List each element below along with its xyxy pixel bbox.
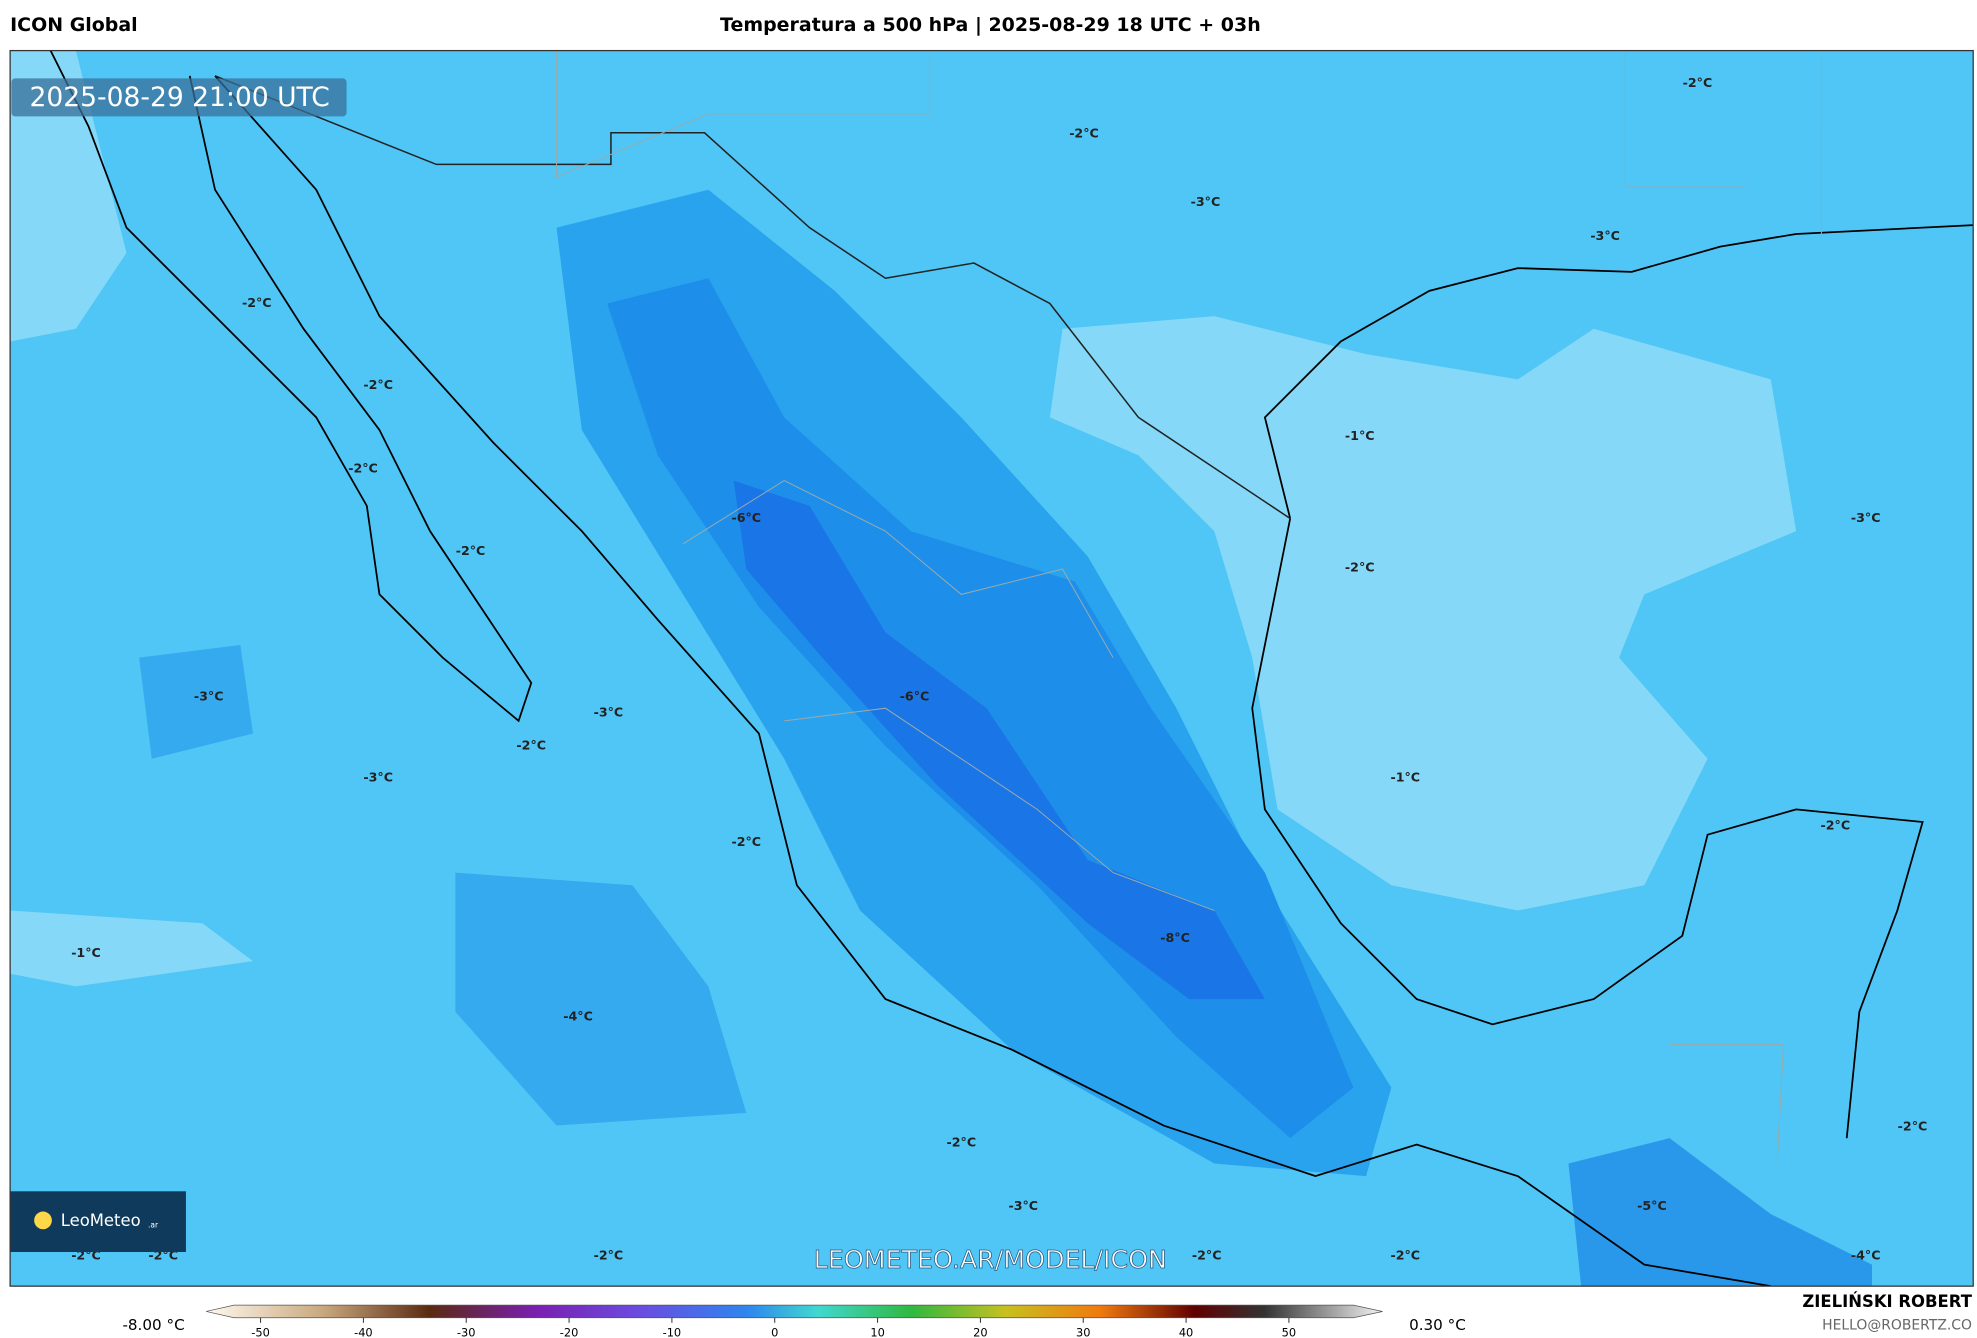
- contour-label: -1°C: [71, 945, 101, 960]
- colorbar: [206, 1304, 1383, 1319]
- map: -2°C -2°C -3°C -3°C -2°C -2°C -2°C -1°C -3°C -6°C…: [10, 50, 1974, 1287]
- colorbar-tick-label: 10: [870, 1325, 884, 1338]
- colorbar-tick-label: -50: [251, 1325, 270, 1338]
- author: ZIELIŃSKI ROBERT: [1802, 1292, 1972, 1311]
- coldest-band: [733, 480, 1265, 1000]
- timestamp-box: [11, 78, 347, 117]
- light-region: [10, 910, 253, 987]
- contour-label: -2°C: [1069, 126, 1099, 141]
- contour-label: -4°C: [1851, 1247, 1881, 1262]
- contour-label: -2°C: [456, 543, 486, 558]
- contour-label: -2°C: [594, 1247, 624, 1262]
- logo-sun: [34, 1211, 52, 1230]
- email: HELLO@ROBERTZ.CO: [1822, 1317, 1972, 1333]
- contour-label: -3°C: [1851, 510, 1881, 525]
- colorbar-min: -8.00 °C: [122, 1316, 184, 1334]
- cool-region: [139, 644, 253, 759]
- contour-label: -8°C: [1160, 930, 1190, 945]
- watermark: LEOMETEO.AR/MODEL/ICON: [814, 1245, 1167, 1274]
- contour-label: -3°C: [1191, 194, 1221, 209]
- coastline: [49, 50, 533, 723]
- colorbar-tick-label: 20: [973, 1325, 987, 1338]
- contour-label: -2°C: [1821, 817, 1851, 832]
- contour-label: -4°C: [563, 1008, 593, 1023]
- colorbar-tick-label: -20: [560, 1325, 579, 1338]
- contour-label: -2°C: [516, 738, 546, 753]
- colorbar-tick-label: 0: [771, 1325, 778, 1338]
- colorbar-tick-label: 50: [1282, 1325, 1296, 1338]
- colorbar-tick-label: 30: [1076, 1325, 1090, 1338]
- colorbar-tick-label: -30: [457, 1325, 476, 1338]
- contour-label: -3°C: [194, 688, 224, 703]
- light-region: [1049, 316, 1797, 911]
- cold-band: [1568, 1138, 1873, 1287]
- contour-label: -2°C: [1345, 559, 1375, 574]
- border: [214, 75, 1291, 520]
- contour-label: -2°C: [363, 377, 393, 392]
- contour-label: -3°C: [363, 769, 393, 784]
- contour-label: -3°C: [1590, 228, 1620, 243]
- colorbar-tick-label: 40: [1179, 1325, 1193, 1338]
- colorbar-tick-label: -10: [663, 1325, 682, 1338]
- state-borders: [556, 50, 1822, 1164]
- contour-label: -3°C: [1008, 1198, 1038, 1213]
- contour-label: -3°C: [594, 705, 624, 720]
- light-region: [10, 50, 127, 342]
- contour-label: -6°C: [900, 688, 930, 703]
- contour-label: -2°C: [946, 1135, 976, 1150]
- coastline: [1251, 224, 1974, 1139]
- timestamp: 2025-08-29 21:00 UTC: [29, 82, 329, 113]
- header-title: Temperatura a 500 hPa | 2025-08-29 18 UT…: [720, 14, 1261, 36]
- contour-label: -5°C: [1637, 1198, 1667, 1213]
- contour-label: -2°C: [1683, 75, 1713, 90]
- contour-label: -6°C: [731, 510, 761, 525]
- contour-labels: -2°C -2°C -3°C -3°C -2°C -2°C -2°C -1°C -3°C -6°C…: [71, 75, 1927, 1262]
- cool-region: [455, 872, 747, 1126]
- contour-label: -2°C: [1898, 1118, 1928, 1133]
- colorbar-ticks: -50 -40 -30 -20 -10 0 10 20 30 40 50: [251, 1317, 1296, 1338]
- map-frame: [9, 49, 1974, 1287]
- logo-suffix: .ar: [148, 1220, 159, 1229]
- contour-label: -2°C: [348, 461, 378, 476]
- contour-label: -2°C: [242, 295, 272, 310]
- header-left: ICON Global: [10, 14, 138, 36]
- contour-label: -1°C: [1345, 428, 1375, 443]
- logo: LeoMeteo: [61, 1211, 141, 1230]
- colorbar-tick-label: -40: [354, 1325, 373, 1338]
- contour-label: -2°C: [731, 834, 761, 849]
- contour-label: -2°C: [1192, 1247, 1222, 1262]
- contour-label: -1°C: [1390, 769, 1420, 784]
- coastline: [214, 75, 1771, 1287]
- colorbar-max: 0.30 °C: [1409, 1316, 1466, 1334]
- contour-label: -2°C: [1390, 1247, 1420, 1262]
